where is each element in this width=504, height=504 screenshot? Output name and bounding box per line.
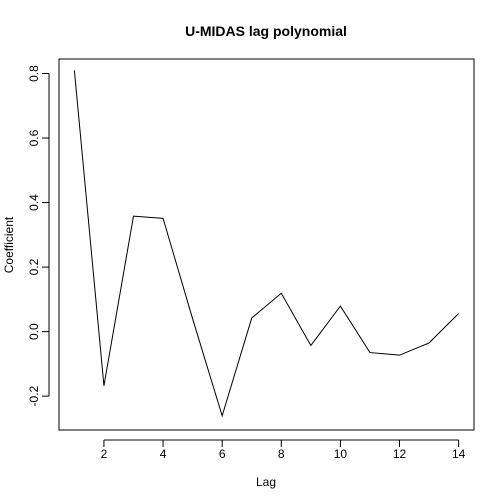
x-axis: 2 4 6 8 10 12 14 — [101, 439, 466, 461]
y-tick-label: 0.4 — [27, 194, 41, 211]
y-tick-label: 0.6 — [27, 129, 41, 146]
y-tick-label: -0.2 — [27, 385, 41, 406]
y-axis-label: Coefficient — [2, 216, 16, 273]
y-tick-label: 0.2 — [27, 258, 41, 275]
chart-title: U-MIDAS lag polynomial — [185, 23, 347, 39]
y-tick-label: 0.8 — [27, 65, 41, 82]
x-tick-label: 2 — [101, 447, 108, 461]
y-axis: -0.2 0.0 0.2 0.4 0.6 0.8 — [27, 65, 50, 406]
series-line — [73, 70, 459, 418]
x-tick-label: 10 — [334, 447, 348, 461]
y-tick-label: 0.0 — [27, 323, 41, 340]
x-axis-label: Lag — [256, 475, 276, 489]
x-tick-label: 8 — [278, 447, 285, 461]
series-layer — [73, 70, 459, 418]
x-tick-label: 14 — [452, 447, 466, 461]
x-tick-label: 4 — [160, 447, 167, 461]
x-tick-label: 6 — [219, 447, 226, 461]
x-tick-label: 12 — [393, 447, 407, 461]
plot-frame — [58, 58, 475, 431]
